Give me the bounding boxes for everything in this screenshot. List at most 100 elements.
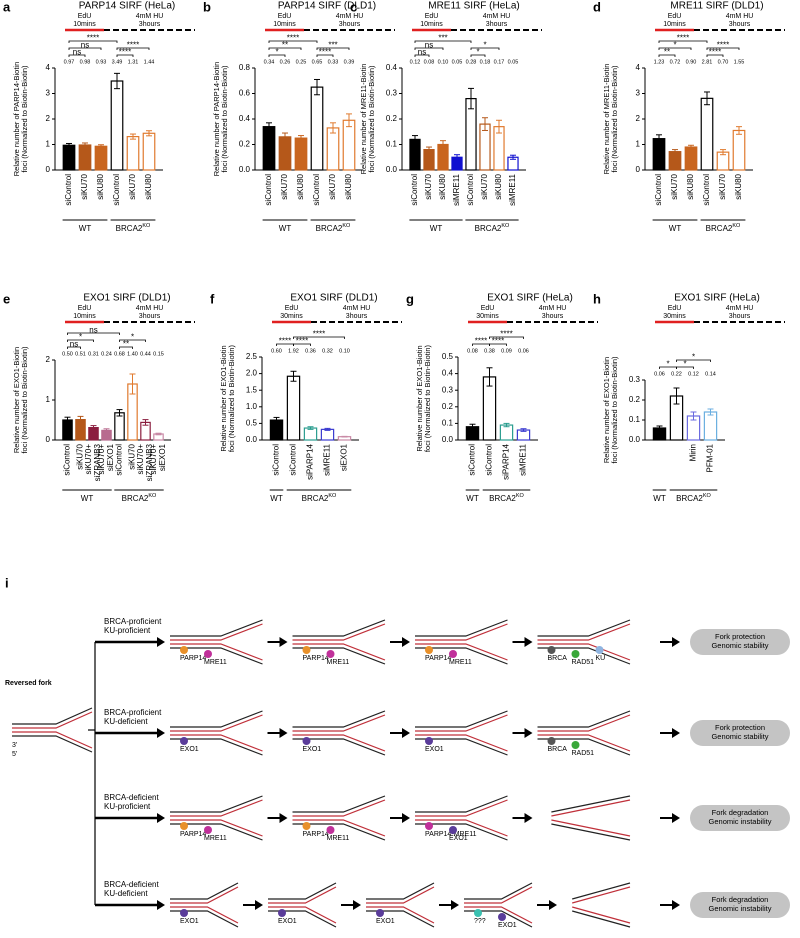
value-label: 1.55: [734, 59, 745, 65]
protein-label: RAD51: [572, 659, 595, 666]
outcome-label: Fork protection: [715, 632, 765, 641]
significance-label: ****: [119, 48, 131, 57]
group-name: BRCA2: [116, 224, 143, 233]
outcome-box: [690, 805, 790, 831]
significance-label: *: [666, 360, 669, 369]
group-label: WT: [430, 224, 443, 233]
bar: [310, 86, 324, 171]
strand: [415, 799, 508, 817]
error-bar: [146, 130, 152, 137]
error-bar: [330, 122, 336, 134]
y-tick-label: 2: [46, 114, 51, 123]
bar: [286, 375, 301, 441]
significance-bracket: [68, 47, 102, 50]
x-tick-label: PFM-01: [706, 443, 715, 472]
text-line: Relative number of PARP14-Biotin: [212, 62, 221, 177]
y-tick-label: 0.1: [442, 419, 454, 428]
text-line: 10mins: [73, 313, 96, 320]
error-bar: [129, 373, 136, 395]
value-label: 0.98: [80, 59, 91, 65]
y-tick-label: 4: [636, 63, 641, 72]
x-tick-label: siControl: [289, 444, 298, 476]
protein: [204, 650, 212, 658]
arrow-head: [157, 728, 165, 738]
group-name: BRCA2: [302, 494, 329, 503]
protein: [449, 826, 457, 834]
group-label: WT: [79, 224, 92, 233]
text-line: 30mins: [663, 313, 686, 320]
strand-end-label: 3': [12, 742, 17, 749]
protein: [180, 646, 188, 654]
strand: [170, 906, 239, 924]
strand: [292, 734, 386, 752]
error-bar: [155, 432, 162, 436]
text-line: 10mins: [273, 21, 296, 28]
text-line: 3hours: [339, 21, 361, 28]
error-bar: [688, 144, 694, 150]
group-label: BRCA2KO: [489, 493, 524, 503]
significance-label: ****: [709, 48, 721, 57]
significance-label: ****: [319, 48, 331, 57]
error-bar: [98, 144, 104, 149]
text-line: 4mM HU: [136, 13, 164, 20]
x-tick-label: siControl: [63, 444, 72, 476]
strand: [292, 819, 386, 837]
protocol-label: EdU 10mins: [73, 13, 96, 28]
significance-label: ****: [279, 337, 291, 346]
bar: [62, 144, 76, 171]
text-line: siKU70+: [84, 444, 93, 475]
protocol-label: 4mM HU 3hours: [136, 13, 164, 28]
error-bar: [266, 122, 272, 131]
strand: [415, 714, 508, 732]
value-label: 0.44: [140, 351, 151, 357]
protein: [425, 737, 433, 745]
text-line: Relative number of EXO1-Biotin: [12, 347, 21, 453]
significance-label: **: [664, 48, 670, 57]
y-tick-label: 2.0: [246, 369, 258, 378]
y-axis-label: Relative number of EXO1-Biotinfoci (Norm…: [12, 346, 29, 454]
strand: [572, 906, 631, 924]
text-line: 30mins: [476, 313, 499, 320]
strand: [572, 910, 631, 928]
group-name: WT: [669, 224, 682, 233]
protein: [474, 909, 482, 917]
protocol-label: EdU 30mins: [663, 305, 686, 320]
protein-label: BRCA: [548, 746, 568, 753]
arrow-head: [279, 637, 288, 647]
significance-label: ***: [328, 41, 337, 50]
error-bar: [412, 135, 418, 144]
text-line: siZRANB3: [93, 443, 102, 481]
text-line: siKU70+: [136, 444, 145, 475]
value-label: 0.93: [96, 59, 107, 65]
text-line: Relative number of MRE11-Biotin: [359, 64, 368, 175]
protein-label: PARP14: [180, 655, 206, 662]
protocol-label: 4mM HU 3hours: [483, 13, 511, 28]
significance-bracket: [676, 359, 711, 362]
chart-title: EXO1 SIRF (HeLa): [674, 293, 760, 304]
protein: [302, 822, 311, 830]
value-label: 0.05: [508, 59, 519, 65]
y-axis-label: Relative number of PARP14-Biotinfoci (No…: [12, 62, 29, 177]
outcome-label: Genomic instability: [709, 904, 772, 913]
strand: [170, 795, 263, 813]
value-label: 0.34: [264, 59, 275, 65]
x-tick-label: siMRE11: [508, 173, 517, 205]
x-tick-label: siKU70: [670, 173, 679, 199]
error-bar: [672, 149, 678, 155]
arrow-head: [672, 900, 680, 910]
error-bar: [116, 409, 123, 417]
group-name: WT: [653, 494, 666, 503]
protein: [595, 646, 604, 654]
protein: [571, 741, 580, 749]
protein: [326, 650, 335, 658]
strand: [537, 619, 631, 637]
protein-label: EXO1: [180, 918, 199, 925]
protocol-label: 4mM HU 3hours: [336, 13, 364, 28]
condition-label: BRCA-proficient: [104, 708, 162, 717]
strand: [572, 886, 631, 904]
significance-label: *: [483, 41, 486, 50]
significance-label: ****: [296, 337, 308, 346]
significance-label: ns: [89, 326, 97, 335]
fork-schematic: [464, 882, 533, 928]
arrow-head: [549, 900, 557, 910]
